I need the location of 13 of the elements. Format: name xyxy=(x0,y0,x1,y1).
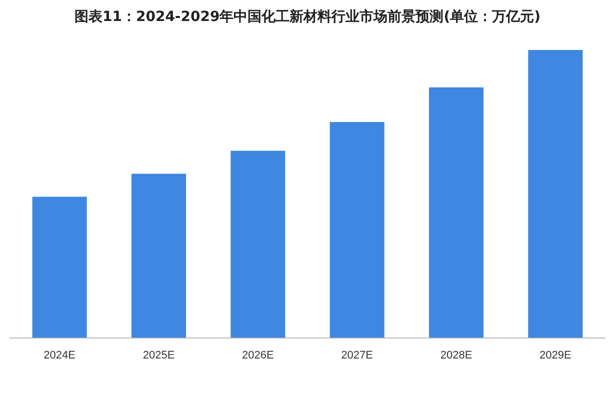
bar xyxy=(330,122,384,338)
bar xyxy=(428,87,484,338)
bar xyxy=(131,174,186,338)
x-tick-label: 2027E xyxy=(341,349,373,362)
x-tick-label: 2028E xyxy=(440,349,472,362)
bar xyxy=(528,50,583,338)
bar xyxy=(32,196,87,338)
x-tick-label: 2029E xyxy=(540,349,572,362)
x-tick-label: 2024E xyxy=(44,349,76,362)
x-tick-label: 2025E xyxy=(142,349,175,362)
bar xyxy=(230,150,286,338)
chart-title: 图表11：2024-2029年中国化工新材料行业市场前景预测(单位：万亿元) xyxy=(73,8,542,26)
x-tick-label: 2026E xyxy=(242,349,274,362)
